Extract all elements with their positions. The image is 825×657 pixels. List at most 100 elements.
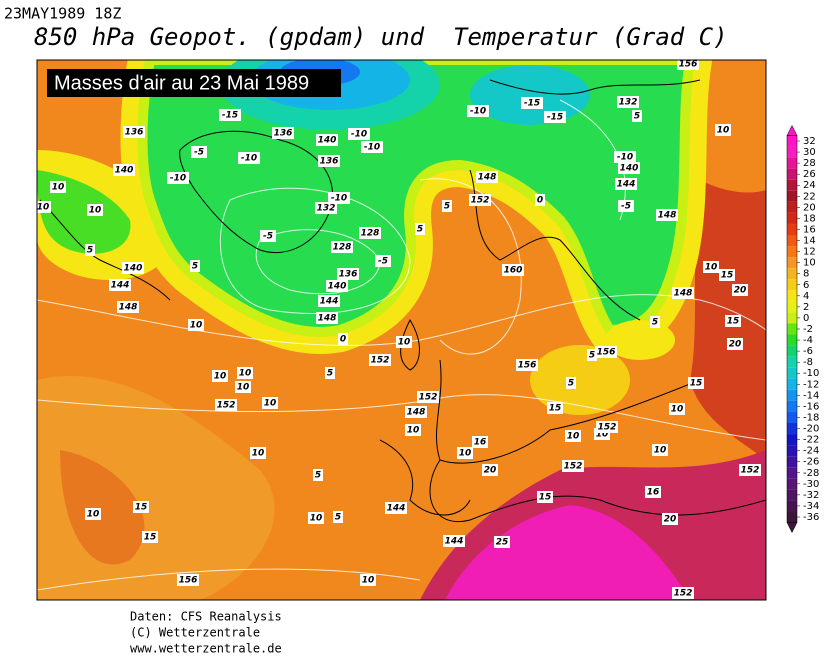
- contour-label-bg: [537, 491, 553, 503]
- timestamp: 23MAY1989 18Z: [4, 5, 121, 23]
- contour-label: 25: [496, 538, 509, 548]
- contour-label-bg: [442, 200, 452, 212]
- contour-label: 136: [274, 129, 293, 139]
- contour-label-bg: [469, 194, 491, 206]
- contour-label-bg: [250, 447, 266, 459]
- colorbar-label: 0: [803, 313, 809, 324]
- contour-label-bg: [443, 535, 465, 547]
- colorbar-label: -24: [803, 446, 819, 457]
- contour-label-bg: [359, 227, 381, 239]
- contour-label-bg: [677, 60, 699, 70]
- colorbar-label: -28: [803, 468, 819, 479]
- contour-label: 152: [564, 462, 583, 472]
- colorbar-label: -30: [803, 479, 819, 490]
- contour-label: 156: [518, 361, 537, 371]
- colorbar-segment: [787, 235, 797, 247]
- contour-label-bg: [238, 152, 260, 164]
- contour-label-bg: [331, 241, 353, 253]
- colorbar-segment: [787, 290, 797, 302]
- contour-label: 10: [237, 383, 250, 393]
- contour-label: -5: [378, 257, 388, 267]
- contour-label: 148: [318, 314, 337, 324]
- contour-label-bg: [415, 223, 425, 235]
- contour-label-bg: [566, 377, 576, 389]
- contour-label: 16: [647, 488, 660, 498]
- contour-label: 156: [597, 348, 616, 358]
- contour-label-bg: [617, 96, 639, 108]
- contour-label-bg: [715, 124, 731, 136]
- contour-label: 15: [539, 493, 552, 503]
- colorbar-segment: [787, 334, 797, 346]
- contour-label: -10: [351, 130, 367, 140]
- contour-label: 144: [445, 537, 464, 547]
- colorbar-label: -34: [803, 501, 819, 512]
- colorbar-segment: [787, 489, 797, 501]
- colorbar-segment: [787, 411, 797, 423]
- contour-label-bg: [325, 367, 335, 379]
- colorbar-segment: [787, 434, 797, 446]
- contour-label: 20: [734, 286, 747, 296]
- contour-label-bg: [405, 424, 421, 436]
- contour-label-bg: [212, 370, 228, 382]
- colorbar-label: 6: [803, 280, 809, 291]
- contour-label: -5: [621, 202, 631, 212]
- colorbar-label: -12: [803, 379, 819, 390]
- contour-label: 5: [444, 202, 450, 212]
- contour-label-bg: [337, 268, 359, 280]
- contour-label-bg: [467, 105, 489, 117]
- contour-label: 5: [417, 225, 423, 235]
- contour-label-bg: [652, 444, 668, 456]
- contour-label-bg: [348, 128, 370, 140]
- contour-label-bg: [472, 436, 488, 448]
- contour-label-bg: [672, 587, 694, 599]
- contour-label: 16: [474, 438, 487, 448]
- contour-label-bg: [565, 430, 581, 442]
- contour-label-bg: [360, 574, 376, 586]
- contour-label-bg: [521, 97, 543, 109]
- contour-label-bg: [235, 381, 251, 393]
- contour-label-bg: [544, 111, 566, 123]
- colorbar-segment: [787, 279, 797, 291]
- colorbar-label: -14: [803, 390, 819, 401]
- contour-label: 10: [264, 399, 277, 409]
- contour-label: 148: [658, 211, 677, 221]
- contour-label-bg: [117, 301, 139, 313]
- contour-label: 160: [504, 266, 523, 276]
- contour-label-bg: [476, 171, 498, 183]
- colorbar-label: -26: [803, 457, 819, 468]
- contour-label: -15: [222, 111, 238, 121]
- contour-label: 10: [459, 449, 472, 459]
- colorbar-label: -16: [803, 401, 819, 412]
- colorbar-segment: [787, 389, 797, 401]
- colorbar-label: 4: [803, 291, 809, 302]
- colorbar-segment: [787, 367, 797, 379]
- contour-label-bg: [502, 264, 524, 276]
- contour-label: 10: [310, 514, 323, 524]
- contour-label-bg: [338, 333, 348, 345]
- contour-label-bg: [318, 295, 340, 307]
- colorbar-segment: [787, 135, 797, 147]
- contour-label: 140: [124, 264, 143, 274]
- contour-label-bg: [85, 244, 95, 256]
- colorbar-segment: [787, 323, 797, 335]
- colorbar-frame: [786, 135, 798, 523]
- contour-label: 10: [89, 206, 102, 216]
- colorbar-segment: [787, 378, 797, 390]
- colorbar-segment: [787, 190, 797, 202]
- contour-label: 0: [340, 335, 346, 345]
- colorbar-segment: [787, 212, 797, 224]
- contour-label: 156: [679, 60, 698, 70]
- colorbar-segment: [787, 423, 797, 435]
- contour-label: 152: [598, 423, 617, 433]
- colorbar-label: 8: [803, 269, 809, 280]
- colorbar-segment: [787, 467, 797, 479]
- contour-label-bg: [615, 178, 637, 190]
- contour-label-bg: [333, 511, 343, 523]
- contour-label-bg: [688, 377, 704, 389]
- contour-label-bg: [482, 464, 498, 476]
- contour-label: 140: [620, 164, 639, 174]
- contour-label: -10: [617, 153, 633, 163]
- copyright: (C) Wetterzentrale: [130, 626, 260, 640]
- contour-label: 128: [361, 229, 380, 239]
